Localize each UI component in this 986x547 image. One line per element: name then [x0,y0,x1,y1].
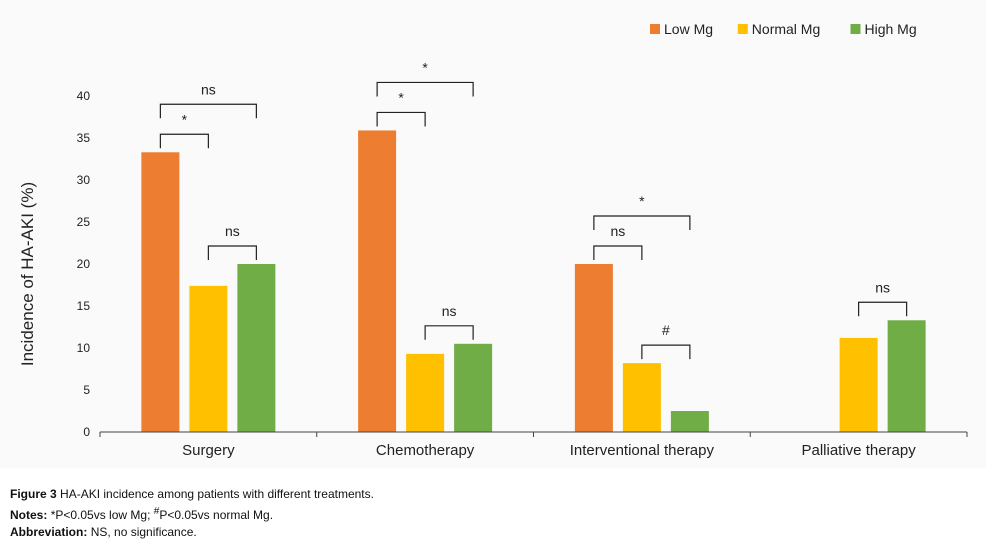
figure-text: HA-AKI incidence among patients with dif… [60,487,374,501]
legend-swatch-high-mg [850,24,861,34]
significance-bracket [159,133,209,149]
y-tick-label: 20 [77,257,91,271]
bar-interventional-therapy-high-mg [670,411,709,432]
legend-swatch-normal-mg [737,24,748,34]
abbreviation-text: NS, no significance. [90,525,197,539]
bar-surgery-high-mg [237,264,276,432]
significance-bracket [207,245,257,260]
significance-label: ns [225,223,240,239]
x-tick-label-palliative-therapy: Palliative therapy [802,442,917,459]
significance-bracket [424,325,474,340]
significance-label: ns [875,279,890,295]
bar-surgery-normal-mg [189,285,228,432]
legend-label-low-mg: Low Mg [664,21,713,37]
x-tick-label-surgery: Surgery [182,442,235,459]
bar-interventional-therapy-low-mg [574,264,613,432]
bar-interventional-therapy-normal-mg [622,363,661,432]
notes-text-1: P<0.05vs low Mg; [55,508,154,522]
y-tick-label: 35 [77,131,91,145]
significance-label: ns [442,303,457,319]
significance-bracket [376,111,426,127]
legend-swatch-low-mg [650,24,660,34]
notes-symbol-hash: # [153,506,160,517]
figure-notes: Notes: *P<0.05vs low Mg; #P<0.05vs norma… [10,506,273,522]
abbreviation-label: Abbreviation: [10,525,88,539]
significance-label: ns [201,81,216,97]
significance-bracket [858,301,908,317]
figure-abbreviation: Abbreviation: NS, no significance. [10,525,197,539]
bar-palliative-therapy-normal-mg [839,337,878,432]
significance-bracket [376,81,474,97]
significance-bracket [593,245,643,260]
y-tick-label: 40 [77,89,91,103]
bar-chemotherapy-high-mg [454,343,493,432]
bar-palliative-therapy-high-mg [887,320,926,432]
chart-panel: 0 5 10 15 20 25 30 35 40 Incidence of HA-AKI (%) S… [18,21,968,459]
significance-label: * [182,111,188,127]
significance-label: # [662,322,670,338]
bar-chemotherapy-normal-mg [406,353,445,432]
figure-caption: Figure 3 HA-AKI incidence among patients… [10,487,374,501]
notes-symbol-star: * [50,508,56,522]
significance-label: * [639,193,645,209]
bar-chart: 0 5 10 15 20 25 30 35 40 Incidence of HA-AKI (%) S… [18,21,968,459]
y-tick-label: 25 [77,215,91,229]
significance-bracket [593,215,691,230]
x-tick-label-chemotherapy: Chemotherapy [376,442,475,459]
significance-label: * [398,89,404,105]
y-tick-label: 5 [83,383,90,397]
y-axis-label: Incidence of HA-AKI (%) [18,182,37,366]
x-tick-label-interventional-therapy: Interventional therapy [570,442,715,459]
notes-label: Notes: [10,508,48,522]
significance-label: ns [610,223,625,239]
legend-label-normal-mg: Normal Mg [752,21,820,37]
y-tick-label: 30 [77,173,91,187]
y-tick-label: 15 [77,299,91,313]
bar-chemotherapy-low-mg [358,130,397,432]
significance-bracket [641,344,691,360]
notes-text-2: P<0.05vs normal Mg. [159,508,274,522]
bar-surgery-low-mg [141,152,180,432]
y-tick-label: 0 [83,425,90,439]
figure-label: Figure 3 [10,487,57,501]
significance-bracket [159,103,257,119]
y-tick-label: 10 [77,341,91,355]
legend-label-high-mg: High Mg [865,21,917,37]
significance-label: * [422,59,428,75]
